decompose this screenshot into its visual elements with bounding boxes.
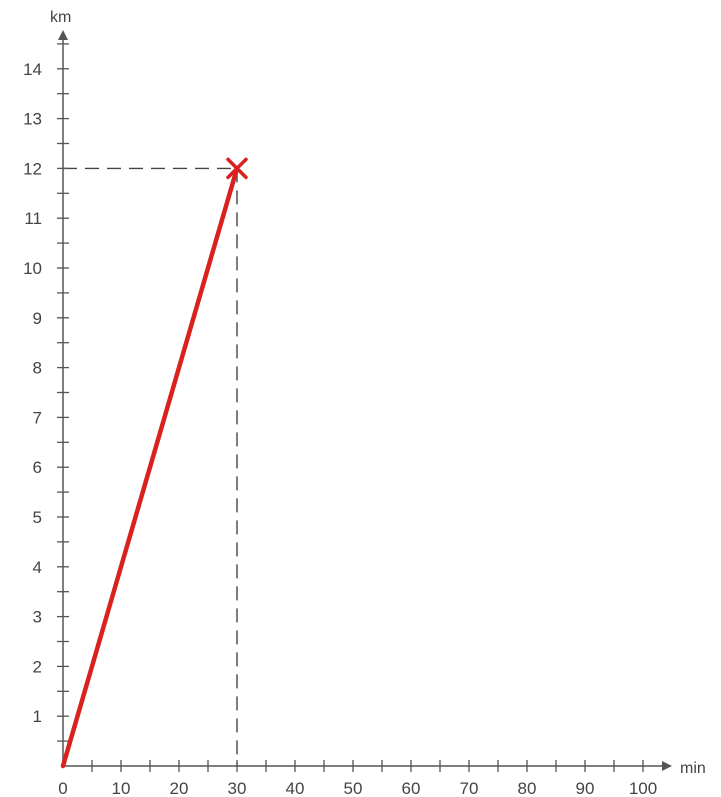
y-tick-label: 7	[33, 408, 42, 427]
y-tick-label: 10	[23, 259, 42, 278]
guide-lines	[63, 167, 238, 766]
x-tick-labels: 0 10 20 30 40 50 60 70 80 90 100	[58, 779, 657, 797]
minor-ticks	[57, 43, 615, 772]
y-tick-label: 4	[33, 558, 42, 577]
y-tick-label: 14	[23, 60, 42, 79]
axes	[57, 30, 672, 772]
x-axis-arrow	[662, 761, 672, 771]
point-marker-stroke-b	[226, 157, 248, 180]
y-tick-label: 13	[23, 110, 42, 129]
x-tick-label: 40	[286, 779, 305, 797]
series-line	[60, 166, 240, 769]
y-tick-label: 12	[23, 159, 42, 178]
x-tick-label: 60	[402, 779, 421, 797]
x-tick-label: 70	[460, 779, 479, 797]
y-tick-label: 9	[33, 309, 42, 328]
x-tick-label: 50	[344, 779, 363, 797]
x-tick-label: 20	[170, 779, 189, 797]
x-tick-label: 10	[112, 779, 131, 797]
series	[60, 157, 248, 769]
x-tick-label: 0	[58, 779, 67, 797]
y-tick-label: 11	[24, 209, 42, 228]
y-tick-label: 5	[33, 508, 42, 527]
y-axis-label: km	[50, 9, 71, 26]
x-axis-label: min	[680, 760, 706, 777]
y-tick-label: 6	[33, 458, 42, 477]
x-tick-label: 100	[629, 779, 657, 797]
y-tick-label: 3	[33, 608, 42, 627]
x-tick-label: 80	[518, 779, 537, 797]
y-axis-arrow	[58, 30, 68, 40]
y-tick-label: 8	[33, 359, 42, 378]
y-tick-label: 1	[33, 707, 42, 726]
x-tick-label: 30	[228, 779, 247, 797]
x-tick-label: 90	[576, 779, 595, 797]
y-tick-label: 2	[33, 657, 42, 676]
